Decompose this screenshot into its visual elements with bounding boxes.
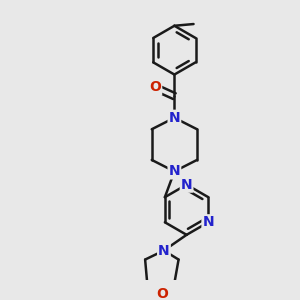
Text: N: N [181, 178, 192, 192]
Text: O: O [156, 287, 168, 300]
Text: N: N [202, 215, 214, 229]
Text: N: N [169, 111, 180, 125]
Text: O: O [149, 80, 161, 94]
Text: N: N [158, 244, 170, 257]
Text: N: N [169, 164, 180, 178]
